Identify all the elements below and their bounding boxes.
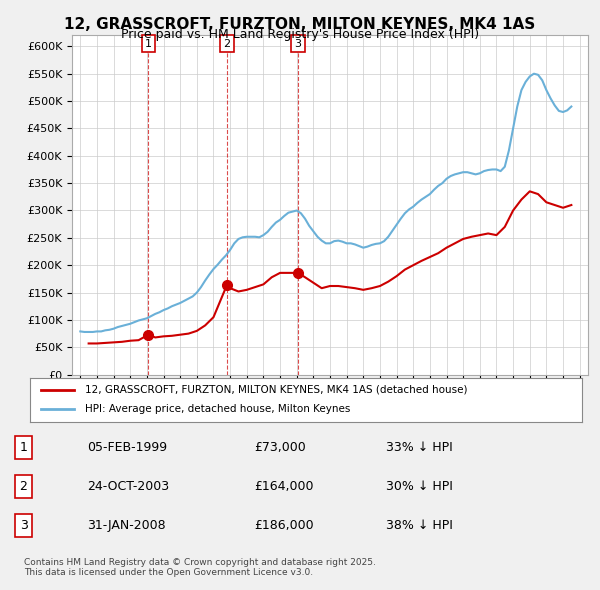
Text: 3: 3 — [20, 519, 28, 532]
Text: 2: 2 — [20, 480, 28, 493]
Text: 05-FEB-1999: 05-FEB-1999 — [87, 441, 167, 454]
Text: 3: 3 — [295, 39, 302, 49]
Text: 33% ↓ HPI: 33% ↓ HPI — [386, 441, 453, 454]
Text: £164,000: £164,000 — [254, 480, 313, 493]
Text: Contains HM Land Registry data © Crown copyright and database right 2025.
This d: Contains HM Land Registry data © Crown c… — [24, 558, 376, 577]
Text: £186,000: £186,000 — [254, 519, 314, 532]
Text: 31-JAN-2008: 31-JAN-2008 — [87, 519, 166, 532]
Text: Price paid vs. HM Land Registry's House Price Index (HPI): Price paid vs. HM Land Registry's House … — [121, 28, 479, 41]
Text: HPI: Average price, detached house, Milton Keynes: HPI: Average price, detached house, Milt… — [85, 405, 350, 414]
Text: £73,000: £73,000 — [254, 441, 305, 454]
Text: 12, GRASSCROFT, FURZTON, MILTON KEYNES, MK4 1AS: 12, GRASSCROFT, FURZTON, MILTON KEYNES, … — [64, 17, 536, 31]
Text: 2: 2 — [223, 39, 230, 49]
Text: 30% ↓ HPI: 30% ↓ HPI — [386, 480, 453, 493]
Text: 38% ↓ HPI: 38% ↓ HPI — [386, 519, 453, 532]
Text: 12, GRASSCROFT, FURZTON, MILTON KEYNES, MK4 1AS (detached house): 12, GRASSCROFT, FURZTON, MILTON KEYNES, … — [85, 385, 468, 395]
Text: 1: 1 — [20, 441, 28, 454]
Text: 24-OCT-2003: 24-OCT-2003 — [87, 480, 169, 493]
Text: 1: 1 — [145, 39, 152, 49]
